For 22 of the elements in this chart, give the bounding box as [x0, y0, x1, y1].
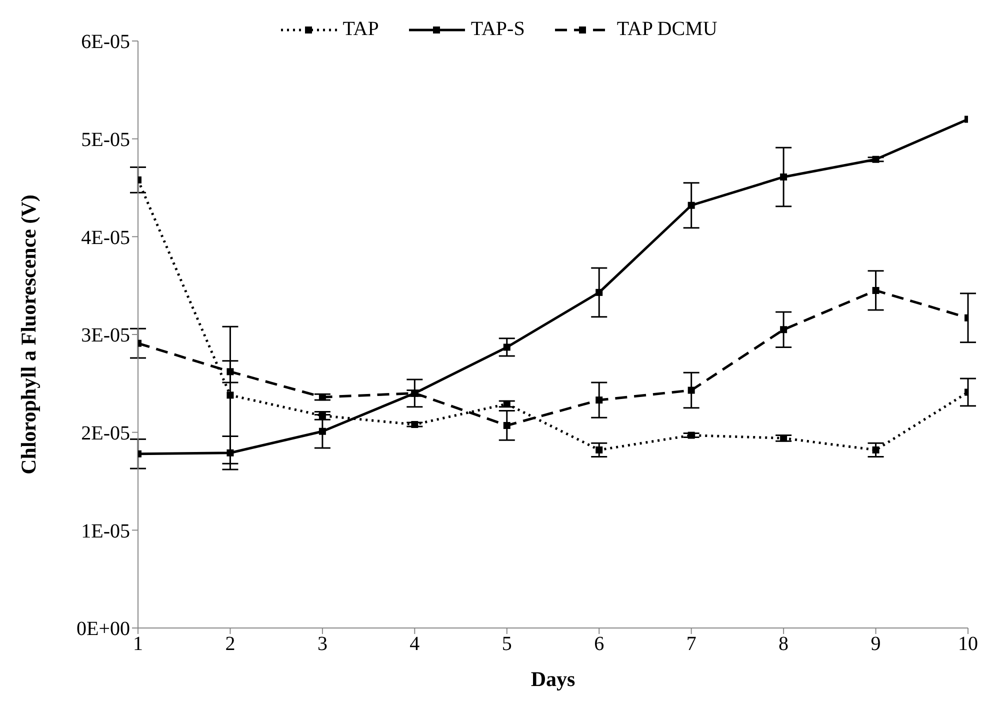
x-tick-label: 2 — [225, 633, 236, 656]
legend-label: TAP DCMU — [616, 18, 718, 41]
x-tick-label: 4 — [410, 633, 420, 656]
x-tick-label: 9 — [870, 633, 881, 656]
legend-label: TAP-S — [470, 18, 525, 41]
y-tick-label: 3E-05 — [81, 324, 130, 347]
y-tick-label: 5E-05 — [81, 128, 130, 151]
x-tick-label: 6 — [594, 633, 604, 656]
x-tick-label: 10 — [958, 633, 978, 656]
y-axis-title: Chlorophyll a Fluorescence (V) — [16, 194, 40, 474]
y-tick-label: 1E-05 — [81, 520, 130, 542]
x-tick-label: 1 — [133, 633, 143, 656]
y-tick-label: 0E+00 — [76, 618, 130, 640]
x-axis-title: Days — [530, 667, 576, 691]
x-tick-label: 3 — [317, 633, 328, 656]
y-tick-label: 4E-05 — [81, 226, 130, 249]
x-tick-label: 7 — [686, 633, 696, 656]
x-tick-label: 8 — [778, 633, 789, 656]
y-tick-label: 6E-05 — [81, 31, 130, 54]
x-tick-label: 5 — [502, 633, 512, 656]
y-tick-label: 2E-05 — [81, 422, 130, 444]
legend-label: TAP — [342, 18, 379, 41]
